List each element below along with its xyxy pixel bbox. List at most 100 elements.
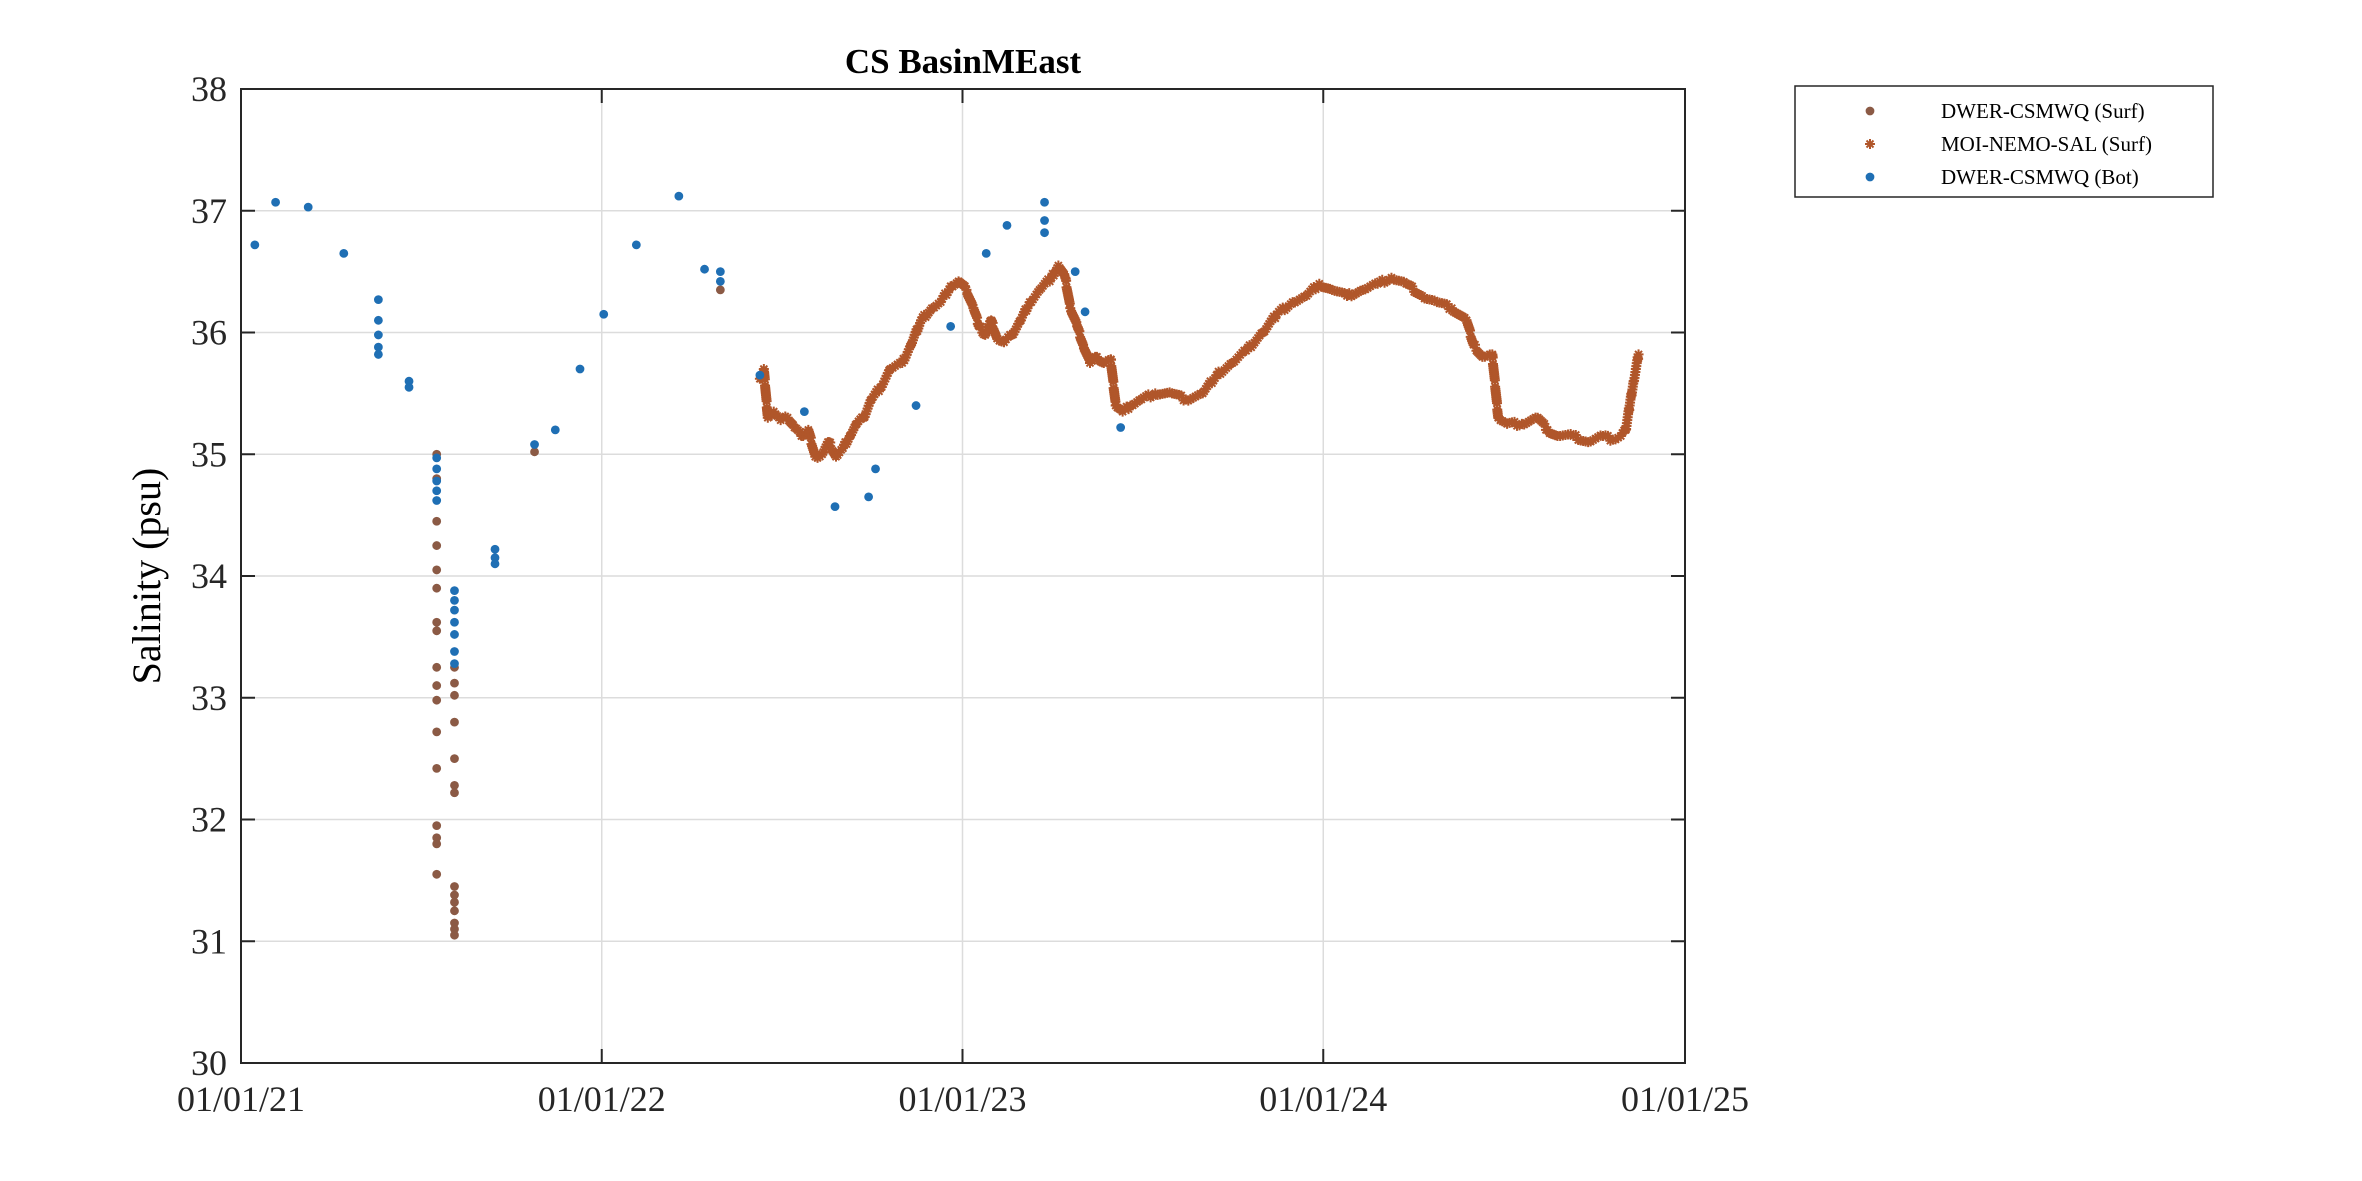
series-point xyxy=(450,717,459,727)
series-point xyxy=(1074,326,1085,337)
series-point xyxy=(373,295,383,305)
series-point xyxy=(373,342,383,352)
series-point xyxy=(830,502,840,512)
series-point xyxy=(761,396,772,407)
series-point xyxy=(1116,423,1126,432)
series-point xyxy=(575,364,585,374)
series-point xyxy=(762,412,773,423)
series-point xyxy=(631,240,641,250)
series-point xyxy=(432,695,442,705)
series-point xyxy=(550,425,560,435)
series-point xyxy=(1465,325,1476,336)
y-tick-label: 33 xyxy=(191,678,227,718)
legend-label: DWER-CSMWQ (Bot) xyxy=(1941,165,2139,189)
series-point xyxy=(877,379,888,390)
series-point xyxy=(900,352,911,363)
series-point xyxy=(1080,307,1090,317)
series-point xyxy=(987,317,998,328)
series-point xyxy=(1270,313,1281,324)
series-point xyxy=(1016,312,1027,323)
series-point xyxy=(899,355,910,366)
series-point xyxy=(450,906,459,916)
series-point xyxy=(432,464,442,474)
series-point xyxy=(981,248,991,258)
series-point xyxy=(271,197,280,207)
series-1 xyxy=(754,260,1644,463)
series-point xyxy=(450,897,459,907)
y-tick-label: 35 xyxy=(191,434,227,474)
x-tick-label: 01/01/21 xyxy=(177,1079,305,1119)
series-point xyxy=(805,432,816,443)
x-tick-label: 01/01/25 xyxy=(1621,1079,1749,1119)
series-point xyxy=(432,681,442,690)
series-point xyxy=(450,678,459,688)
series-point xyxy=(1022,303,1033,314)
series-point xyxy=(1509,416,1520,427)
series-point xyxy=(972,312,983,323)
series-point xyxy=(911,401,921,410)
series-2 xyxy=(250,191,1126,669)
series-point xyxy=(1040,216,1049,225)
series-point xyxy=(432,453,442,463)
series-point xyxy=(975,321,986,332)
series-point xyxy=(450,754,459,764)
series-point xyxy=(1241,345,1252,356)
series-point xyxy=(1040,197,1049,207)
series-point xyxy=(1002,220,1012,230)
series-point xyxy=(373,330,383,340)
legend-item: MOI-NEMO-SAL (Surf) xyxy=(1865,132,2152,156)
series-point xyxy=(782,412,793,423)
series-point xyxy=(794,426,805,437)
series-point xyxy=(1044,276,1055,287)
series-point xyxy=(303,202,313,212)
series-point xyxy=(450,882,459,891)
series-point xyxy=(1570,430,1581,441)
series-point xyxy=(766,410,777,421)
series-point xyxy=(490,544,500,554)
series-point xyxy=(450,690,459,700)
series-point xyxy=(432,617,442,627)
series-point xyxy=(1407,281,1418,292)
series-point xyxy=(432,727,442,737)
series-point xyxy=(825,437,836,448)
series-point xyxy=(1211,370,1222,381)
y-tick-label: 32 xyxy=(191,800,227,840)
grid-lines xyxy=(241,89,1685,1063)
series-point xyxy=(450,617,459,627)
y-tick-label: 38 xyxy=(191,69,227,109)
series-point xyxy=(1633,349,1644,360)
y-tick-label: 31 xyxy=(191,921,227,961)
legend: DWER-CSMWQ (Surf) MOI-NEMO-SAL (Surf) DWER… xyxy=(1794,85,2214,198)
y-tick-label: 34 xyxy=(191,556,227,596)
series-point xyxy=(1061,275,1072,286)
series-point xyxy=(450,788,459,798)
legend-item: DWER-CSMWQ (Surf) xyxy=(1865,99,2145,123)
series-point xyxy=(530,447,539,457)
series-point xyxy=(450,890,459,900)
y-axis-label: Salinity (psu) xyxy=(124,468,169,685)
series-point xyxy=(432,565,442,575)
chart-title: CS BasinMEast xyxy=(845,42,1082,81)
series-0 xyxy=(432,285,725,940)
series-point xyxy=(1021,305,1032,316)
series-point xyxy=(715,276,725,286)
series-point xyxy=(946,322,956,331)
series-point xyxy=(1123,404,1134,415)
y-tick-label: 37 xyxy=(191,191,227,231)
series-point xyxy=(404,382,414,392)
series-point xyxy=(876,382,887,393)
series-point xyxy=(1446,303,1457,314)
series-point xyxy=(1602,430,1613,441)
series-point xyxy=(1018,309,1029,320)
series-point xyxy=(373,350,383,359)
legend-item: DWER-CSMWQ (Bot) xyxy=(1865,165,2139,189)
series-point xyxy=(1327,284,1338,295)
series-point xyxy=(1108,376,1119,387)
series-point xyxy=(432,476,442,486)
series-point xyxy=(903,344,914,355)
series-point xyxy=(871,464,880,474)
series-point xyxy=(1502,418,1513,429)
series-point xyxy=(490,559,500,569)
series-point xyxy=(373,315,383,325)
